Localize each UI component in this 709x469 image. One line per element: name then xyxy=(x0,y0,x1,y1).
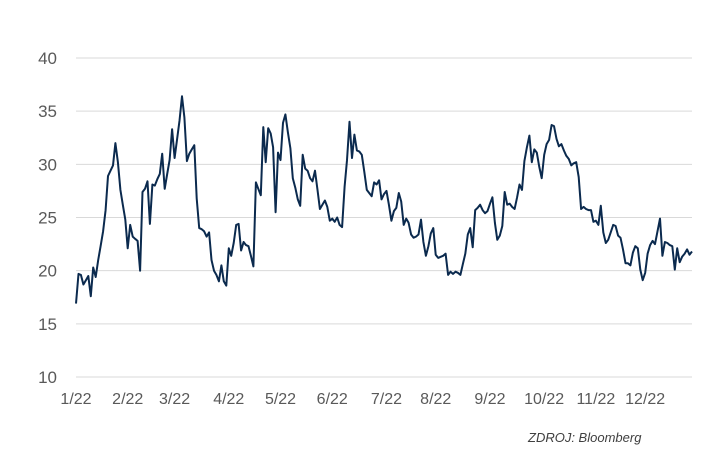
x-tick-label: 5/22 xyxy=(265,391,296,408)
series-line xyxy=(75,95,693,304)
y-tick-label: 20 xyxy=(38,262,57,281)
x-axis: 1/22 2/22 3/22 4/22 5/22 6/22 7/22 8/22 9/22 10/2… xyxy=(60,391,665,408)
y-axis: 10 15 20 25 30 35 40 xyxy=(38,49,57,387)
y-tick-label: 35 xyxy=(38,102,57,121)
x-tick-label: 6/22 xyxy=(317,391,348,408)
x-tick-label: 3/22 xyxy=(159,391,190,408)
x-tick-label: 12/22 xyxy=(625,391,665,408)
x-tick-label: 4/22 xyxy=(213,391,244,408)
x-tick-label: 8/22 xyxy=(420,391,451,408)
x-tick-label: 11/22 xyxy=(576,391,615,408)
gridlines xyxy=(76,57,692,378)
y-tick-label: 15 xyxy=(38,315,57,334)
x-tick-label: 9/22 xyxy=(474,391,505,408)
source-note: ZDROJ: Bloomberg xyxy=(528,430,642,445)
x-tick-label: 7/22 xyxy=(371,391,402,408)
y-tick-label: 30 xyxy=(38,155,57,174)
x-tick-label: 10/22 xyxy=(524,391,564,408)
series-layer xyxy=(75,95,693,304)
x-tick-label: 1/22 xyxy=(60,391,91,408)
x-tick-label: 2/22 xyxy=(112,391,143,408)
y-tick-label: 40 xyxy=(38,49,57,68)
y-tick-label: 25 xyxy=(38,209,57,228)
y-tick-label: 10 xyxy=(38,368,57,387)
